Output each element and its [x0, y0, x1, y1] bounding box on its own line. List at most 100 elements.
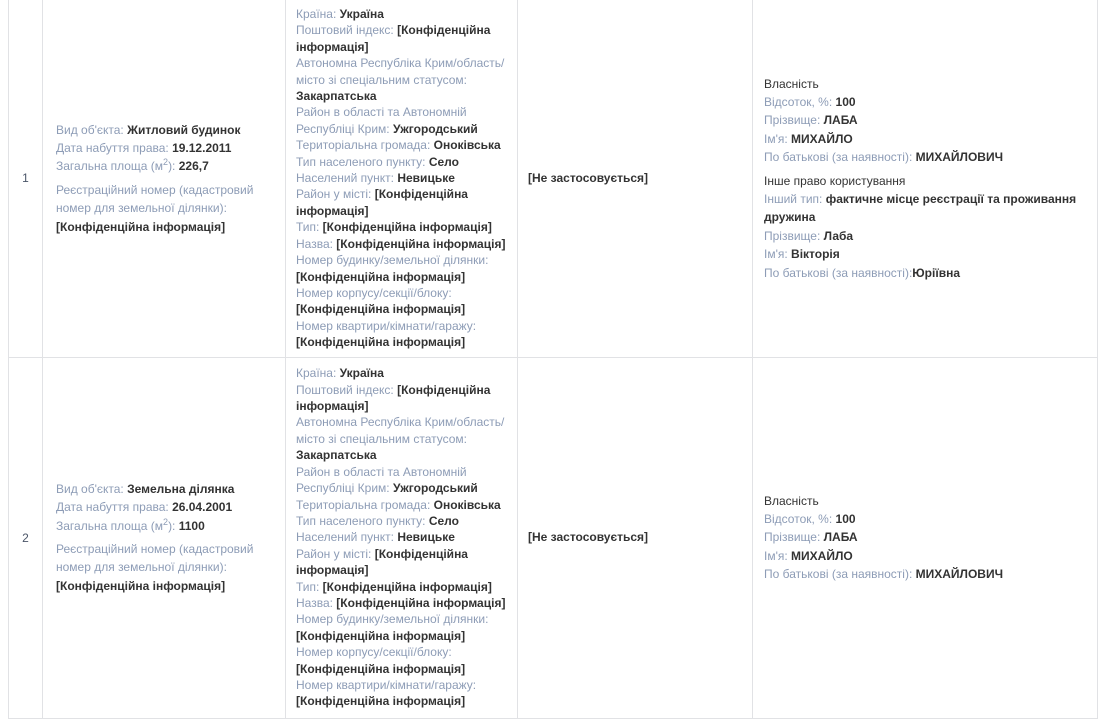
field-label: Автономна Республіка Крим/область/ місто… [296, 56, 505, 87]
right-type-title: Інше право користування [764, 173, 906, 188]
field-label: Тип населеного пункту: [296, 154, 429, 169]
field-value: Закарпатська [296, 89, 377, 104]
row-number: 2 [8, 356, 43, 719]
right-block-other-use: Інше право користування Інший тип: факти… [764, 172, 1087, 282]
field-value: Село [428, 513, 459, 528]
right-field-surname: Прізвище: ЛАБА [764, 528, 1087, 546]
field-label-part: Загальна площа (м [56, 159, 164, 174]
field-value: Ужгородський [392, 121, 478, 136]
field-value: ЛАБА [823, 113, 858, 128]
declaration-objects-table: 1 Вид об'єкта: Житловий будинок Дата наб… [8, 0, 1098, 719]
not-applicable-cell: [Не застосовується] [517, 356, 753, 719]
field-value: Село [428, 154, 459, 169]
field-label: Загальна площа (м2): [56, 158, 179, 174]
field-value: Вікторія [791, 247, 840, 262]
field-value: фактичне місце реєстрації та проживання … [764, 191, 1077, 225]
field-label: Відсоток, %: [764, 94, 836, 109]
field-label: Номер корпусу/секції/блоку: [296, 645, 452, 660]
field-label: Ім'я: [764, 247, 792, 262]
rights-cell: Власність Відсоток, %: 100 Прізвище: ЛАБ… [752, 356, 1098, 719]
field-value: 19.12.2011 [172, 140, 232, 155]
field-value: [Конфіденційна інформація] [296, 23, 491, 54]
right-field-firstname: Ім'я: МИХАЙЛО [764, 130, 1087, 148]
field-label: Інший тип: [764, 191, 826, 206]
field-value: 226,7 [178, 159, 209, 174]
field-value: 100 [835, 511, 856, 526]
location-field-settlement-type: Тип населеного пункту: Село [296, 154, 513, 170]
location-field-district: Район в області та Автономній Республіці… [296, 104, 513, 137]
field-value: 1100 [178, 518, 205, 533]
field-value: [Конфіденційна інформація] [336, 236, 506, 251]
field-value: [Конфіденційна інформація] [296, 302, 466, 317]
field-value: Житловий будинок [127, 122, 241, 137]
field-value: [Конфіденційна інформація] [322, 220, 492, 235]
right-field-patronymic: По батькові (за наявності):Юріївна [764, 264, 1087, 282]
field-label: Район в області та Автономній Республіці… [296, 105, 467, 136]
field-value: [Конфіденційна інформація] [296, 335, 466, 350]
field-value: Україна [339, 366, 384, 381]
object-field-date: Дата набуття права: 19.12.2011 [56, 139, 278, 157]
field-value: [Конфіденційна інформація] [56, 219, 226, 234]
field-value: 26.04.2001 [172, 500, 233, 515]
field-value: МИХАЙЛО [791, 131, 853, 146]
field-label: Тип: [296, 220, 323, 235]
field-value: [Конфіденційна інформація] [296, 269, 466, 284]
field-label: Поштовий індекс: [296, 23, 398, 38]
location-field-apartment-number: Номер квартири/кімнати/гаражу: [Конфіден… [296, 677, 513, 710]
field-value: 100 [835, 94, 856, 109]
location-field-region: Автономна Республіка Крим/область/ місто… [296, 55, 513, 104]
field-value: [Конфіденційна інформація] [296, 628, 466, 643]
field-value: [Конфіденційна інформація] [296, 382, 491, 414]
object-field-registration: Реєстраційний номер (кадастровий номер д… [56, 540, 278, 595]
right-type-title: Власність [764, 76, 819, 91]
location-field-settlement-type: Тип населеного пункту: Село [296, 513, 513, 529]
field-label: Назва: [296, 236, 337, 251]
field-value: [Конфіденційна інформація] [296, 694, 466, 709]
field-label: Ім'я: [764, 548, 792, 563]
field-label: Прізвище: [764, 228, 824, 243]
location-field-community: Територіальна громада: Оноківська [296, 497, 513, 513]
right-block-ownership: Власність Відсоток, %: 100 Прізвище: ЛАБ… [764, 492, 1087, 584]
object-field-area: Загальна площа (м2): 1100 [56, 517, 278, 535]
field-value: Ужгородський [392, 481, 478, 496]
field-value: Закарпатська [296, 448, 377, 463]
location-field-house-number: Номер будинку/земельної ділянки: [Конфід… [296, 611, 513, 644]
field-label: По батькові (за наявності): [764, 150, 916, 165]
field-value: [Конфіденційна інформація] [336, 595, 506, 610]
object-field-kind: Вид об'єкта: Земельна ділянка [56, 480, 278, 498]
field-label: Номер будинку/земельної ділянки: [296, 612, 489, 627]
field-label: Тип: [296, 579, 323, 594]
object-field-date: Дата набуття права: 26.04.2001 [56, 498, 278, 516]
right-field-other-type: Інший тип: фактичне місце реєстрації та … [764, 190, 1087, 227]
field-label: Назва: [296, 595, 337, 610]
field-value: Невицьке [397, 530, 455, 545]
field-value: ЛАБА [823, 530, 858, 545]
object-field-kind: Вид об'єкта: Житловий будинок [56, 121, 278, 139]
right-field-percent: Відсоток, %: 100 [764, 93, 1087, 111]
location-field-country: Країна: Україна [296, 365, 513, 381]
not-applicable-cell: [Не застосовується] [517, 0, 753, 358]
location-field-country: Країна: Україна [296, 6, 513, 22]
row-number: 1 [8, 0, 43, 358]
field-label: Прізвище: [764, 530, 824, 545]
field-label: Номер квартири/кімнати/гаражу: [296, 677, 477, 692]
location-field-block-number: Номер корпусу/секції/блоку: [Конфіденцій… [296, 644, 513, 677]
field-label: Поштовий індекс: [296, 382, 398, 397]
location-field-settlement: Населений пункт: Невицьке [296, 529, 513, 545]
field-label: Район у місті: [296, 187, 375, 202]
object-field-registration: Реєстраційний номер (кадастровий номер д… [56, 181, 278, 236]
right-type-title: Власність [764, 493, 819, 508]
location-field-region: Автономна Республіка Крим/область/ місто… [296, 414, 513, 463]
location-field-apartment-number: Номер квартири/кімнати/гаражу: [Конфіден… [296, 318, 513, 351]
field-label: Країна: [296, 366, 340, 381]
field-label: Ім'я: [764, 131, 792, 146]
field-label: По батькові (за наявності): [764, 265, 913, 280]
field-value: Юріївна [912, 265, 961, 280]
location-field-postcode: Поштовий індекс: [Конфіденційна інформац… [296, 22, 513, 55]
right-field-patronymic: По батькові (за наявності): МИХАЙЛОВИЧ [764, 565, 1087, 583]
field-label: Дата набуття права: [56, 140, 173, 155]
location-cell: Країна: Україна Поштовий індекс: [Конфід… [285, 0, 518, 358]
field-value: Земельна ділянка [127, 481, 235, 496]
right-field-percent: Відсоток, %: 100 [764, 510, 1087, 528]
field-label: Країна: [296, 7, 340, 21]
